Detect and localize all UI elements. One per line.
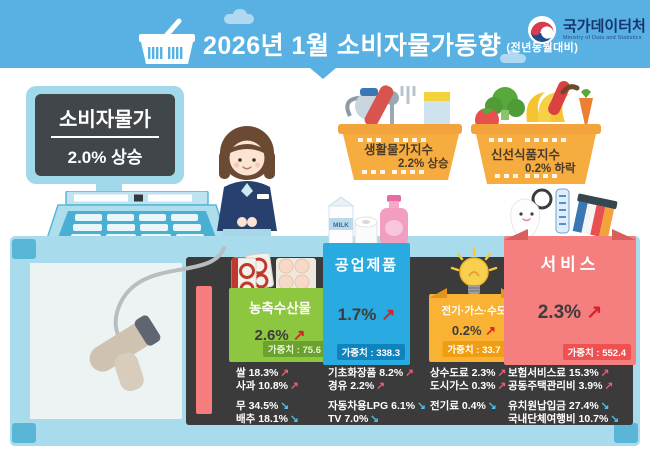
fresh-food-index-label: 신선식품지수: [491, 148, 561, 162]
counter-corner: [12, 239, 36, 259]
utilities-item-list: 상수도료 2.3% ↗ 도시가스 0.3% ↗ 전기료 0.4% ↘: [430, 367, 506, 413]
up-arrow-icon: ↗: [600, 367, 610, 379]
page-subtitle: (전년동월대비): [506, 42, 579, 54]
fresh-food-index-value: 0.2% 하락: [525, 163, 576, 175]
down-arrow-icon: ↘: [417, 400, 426, 412]
shopping-basket-icon: [139, 18, 195, 64]
list-item: 공동주택관리비 3.9% ↗: [508, 380, 614, 392]
category-services-title: 서비스: [540, 255, 600, 274]
living-price-basket: 생활물가지수 2.2% 상승: [336, 82, 466, 187]
category-utilities-change: 0.2% ↗: [451, 323, 497, 338]
category-agriculture-change: 2.6% ↗: [254, 327, 306, 344]
cpi-monitor: 소비자물가 2.0% 상승: [26, 86, 184, 184]
list-item: 자동차용LPG 6.1% ↘: [328, 400, 426, 412]
scanner-laser-strip: [196, 286, 212, 414]
industrial-goods-icon: MILK: [327, 195, 408, 246]
list-item: 전기료 0.4% ↘: [430, 400, 497, 412]
list-item: 배추 18.1% ↘: [236, 413, 299, 425]
milk-label: MILK: [333, 222, 349, 229]
monitor-stand: [96, 184, 122, 193]
counter-corner: [12, 423, 36, 443]
monitor-screen: 소비자물가 2.0% 상승: [35, 94, 175, 176]
down-arrow-icon: ↘: [280, 400, 290, 412]
living-index-value: 2.2% 상승: [398, 158, 449, 170]
counter-corner: [614, 423, 638, 443]
kitchenware-basket-icon: [338, 85, 462, 180]
up-arrow-icon: ↗: [405, 367, 414, 379]
category-industrial-weight: 가중치 : 338.3: [336, 344, 405, 360]
cpi-label: 소비자물가: [51, 103, 159, 138]
up-arrow-icon: ↗: [586, 302, 603, 323]
agency-logo: 국가데이터처 Ministry of Data and Statistics: [527, 15, 646, 45]
down-arrow-icon: ↘: [610, 413, 620, 425]
light-bulb-icon: [450, 246, 498, 294]
category-agriculture-weight: 가중치 : 75.6: [262, 341, 326, 357]
category-industrial-title: 공업제품: [334, 257, 399, 274]
category-industrial: 공업제품 1.7% ↗ 가중치 : 338.3: [323, 243, 410, 365]
category-agriculture: 농축수산물 2.6% ↗ 가중치 : 75.6: [229, 288, 331, 362]
fresh-food-basket: 신선식품지수 0.2% 하락: [467, 78, 612, 193]
down-arrow-icon: ↘: [487, 400, 497, 412]
category-services-weight: 가중치 : 552.4: [562, 344, 631, 360]
page-title: 2026년 1월 소비자물가동향 (전년동월대비): [203, 32, 579, 60]
header-banner: 2026년 1월 소비자물가동향 (전년동월대비) 국가데이터처 Ministry…: [0, 0, 650, 79]
down-arrow-icon: ↘: [290, 413, 299, 425]
category-utilities-title: 전기·가스·수도: [441, 305, 507, 317]
category-services-change: 2.3% ↗: [537, 302, 603, 323]
list-item: 무 34.5% ↘: [236, 400, 290, 412]
up-arrow-icon: ↗: [497, 367, 507, 379]
cpi-value: 2.0% 상승: [67, 147, 143, 167]
logo-subtext: Ministry of Data and Statistics: [563, 34, 642, 41]
list-item: 유치원납입금 27.4% ↘: [508, 400, 610, 412]
counter-surface: [30, 263, 182, 419]
list-item: 국내단체여행비 10.7% ↘: [508, 413, 620, 425]
category-agriculture-title: 농축수산물: [248, 301, 312, 316]
cloud-icon: [224, 8, 254, 24]
living-index-label: 생활물가지수: [364, 143, 434, 157]
list-item: 경유 2.2% ↗: [328, 380, 385, 392]
list-item: 보험서비스료 15.3% ↗: [508, 367, 610, 379]
services-item-list: 보험서비스료 15.3% ↗ 공동주택관리비 3.9% ↗ 유치원납입금 27.4%…: [508, 367, 619, 426]
down-arrow-icon: ↘: [370, 413, 380, 425]
up-arrow-icon: ↗: [376, 380, 385, 392]
list-item: 사과 10.8% ↗: [236, 380, 299, 392]
list-item: 상수도료 2.3% ↗: [430, 367, 507, 379]
up-arrow-icon: ↗: [290, 380, 299, 392]
category-services: 서비스 2.3% ↗ 가중치 : 552.4: [504, 229, 636, 365]
list-item: 기초화장품 8.2% ↗: [328, 367, 414, 379]
banner-notch: [310, 68, 336, 79]
produce-basket-icon: [471, 81, 601, 184]
down-arrow-icon: ↘: [600, 400, 610, 412]
list-item: 도시가스 0.3% ↗: [430, 380, 507, 392]
category-industrial-change: 1.7% ↗: [337, 305, 396, 324]
services-items-icon: [510, 188, 618, 239]
category-utilities-weight: 가중치 : 33.7: [442, 341, 506, 357]
up-arrow-icon: ↗: [485, 323, 497, 338]
agriculture-item-list: 쌀 18.3% ↗ 사과 10.8% ↗ 무 34.5% ↘ 배추 18.1% ↘: [236, 367, 299, 426]
up-arrow-icon: ↗: [292, 327, 306, 344]
taegeuk-emblem-icon: [527, 15, 557, 45]
up-arrow-icon: ↗: [497, 380, 507, 392]
up-arrow-icon: ↗: [280, 367, 290, 379]
industrial-item-list: 기초화장품 8.2% ↗ 경유 2.2% ↗ 자동차용LPG 6.1% ↘ TV 7.…: [328, 367, 426, 426]
logo-name: 국가데이터처: [563, 18, 646, 36]
up-arrow-icon: ↗: [604, 380, 614, 392]
up-arrow-icon: ↗: [381, 305, 396, 324]
list-item: 쌀 18.3% ↗: [236, 367, 290, 379]
cloud-icon: [500, 49, 526, 63]
list-item: TV 7.0% ↘: [328, 413, 380, 425]
